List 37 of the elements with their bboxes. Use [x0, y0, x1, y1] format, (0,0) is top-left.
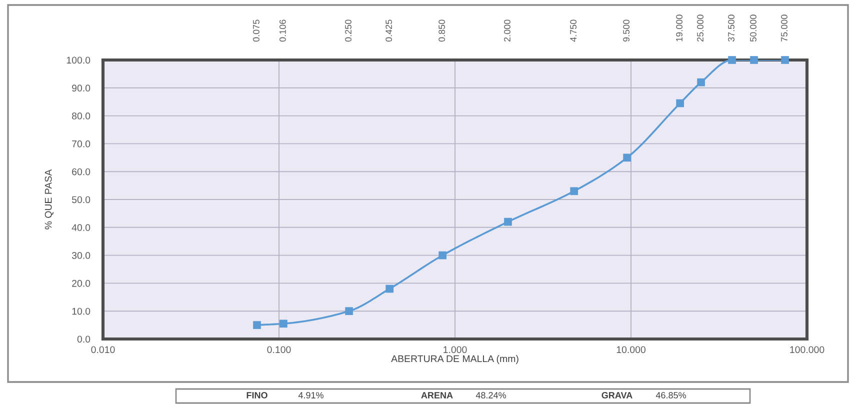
text: 19.000 — [676, 14, 682, 42]
text: 37.500 — [728, 14, 734, 42]
text: 0.106 — [279, 20, 286, 42]
y-tick-label: 30.0 — [72, 252, 90, 259]
text: 4.91% — [298, 392, 324, 398]
text: 75.000 — [781, 14, 788, 42]
text: 25.000 — [697, 14, 704, 42]
text: 46.85% — [656, 392, 686, 398]
text: FINO — [246, 392, 268, 398]
text: 50.000 — [750, 14, 756, 42]
text: 0.425 — [386, 20, 392, 42]
y-tick-label: 100.0 — [66, 56, 90, 64]
x-tick-label: 100.000 — [790, 346, 824, 354]
text: ARENA — [421, 392, 453, 398]
y-tick-label: 40.0 — [72, 224, 90, 232]
y-tick-label: 20.0 — [72, 280, 90, 287]
text: 0.250 — [345, 20, 352, 42]
y-tick-label: 90.0 — [72, 84, 90, 92]
x-tick-label: 0.100 — [267, 346, 291, 354]
y-tick-label: 70.0 — [72, 140, 90, 148]
text: 48.24% — [476, 392, 506, 398]
x-tick-label: 10.000 — [616, 346, 646, 354]
text: 4.750 — [570, 20, 577, 42]
y-tick-label: 80.0 — [72, 112, 90, 120]
x-tick-label: 1.000 — [444, 346, 467, 354]
text: 2.000 — [504, 20, 510, 42]
text: 0.850 — [438, 20, 445, 42]
y-tick-label: 60.0 — [72, 168, 90, 176]
y-tick-label: 10.0 — [72, 308, 90, 315]
x-axis-title: ABERTURA DE MALLA (mm) — [391, 355, 518, 364]
x-tick-label: 0.010 — [91, 346, 115, 354]
text: 0.075 — [253, 20, 260, 42]
text: 9.500 — [623, 20, 630, 42]
text: GRAVA — [602, 392, 632, 398]
y-tick-label: 50.0 — [72, 196, 90, 204]
y-tick-label: 0.0 — [77, 336, 90, 343]
y-axis-title: % QUE PASA — [44, 169, 54, 230]
